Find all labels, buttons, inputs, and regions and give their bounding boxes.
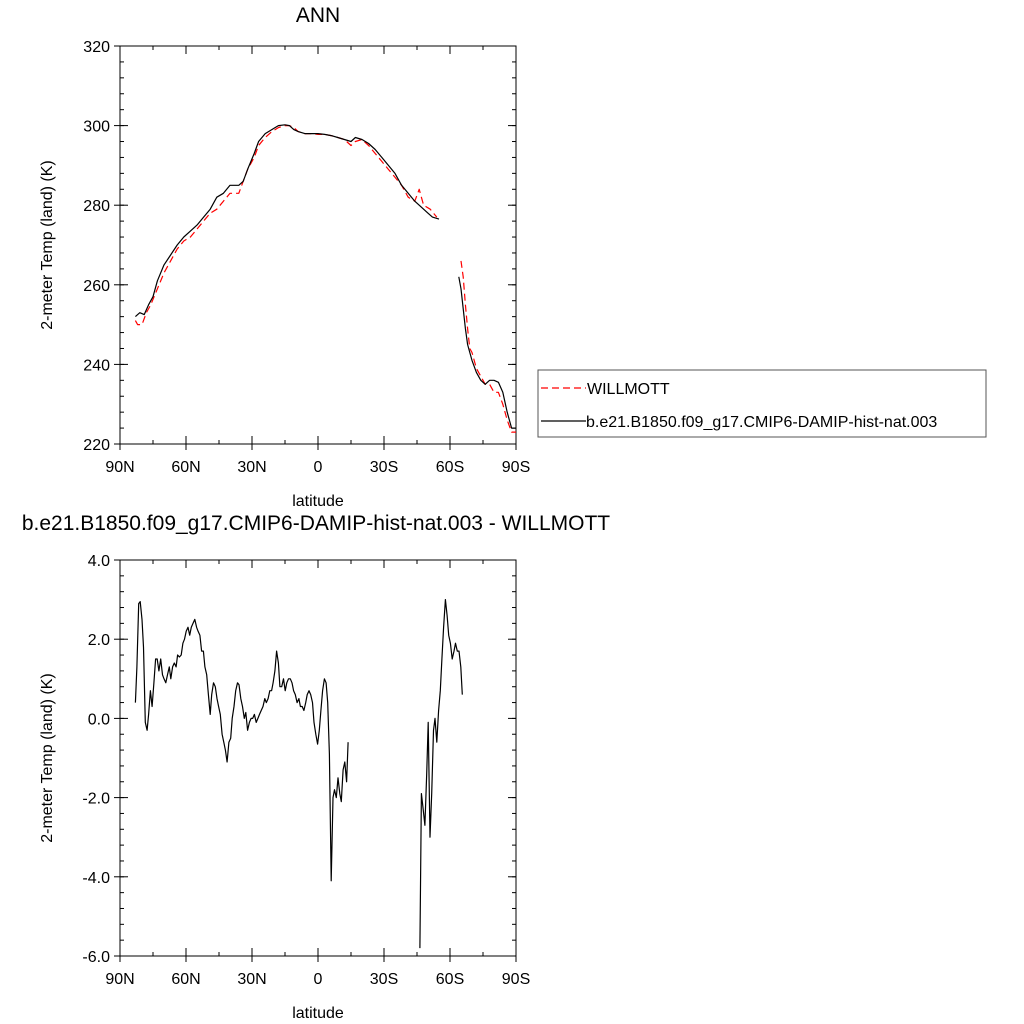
- y-tick-label: 280: [83, 198, 110, 215]
- y-tick-label: 300: [83, 119, 110, 136]
- y-tick-label: 320: [83, 39, 110, 56]
- x-tick-label: 0: [314, 971, 323, 988]
- y-tick-label: 2.0: [88, 632, 110, 649]
- x-axis-label: latitude: [292, 1005, 344, 1022]
- plot-frame: [119, 559, 517, 957]
- x-tick-label: 60S: [436, 971, 464, 988]
- y-tick-labels: -6.0 -4.0 -2.0 0.0 2.0 4.0: [82, 553, 110, 966]
- y-tick-label: 260: [83, 278, 110, 295]
- x-tick-label: 0: [314, 459, 323, 476]
- plot-frame: [119, 45, 517, 445]
- series-line-1: [135, 124, 440, 318]
- series-lines: [134, 598, 463, 949]
- axis-ticks: [114, 559, 517, 962]
- legend-entry-willmott: WILLMOTT: [587, 381, 670, 398]
- x-tick-label: 30N: [237, 971, 266, 988]
- legend: WILLMOTT b.e21.B1850.f09_g17.CMIP6-DAMIP…: [537, 369, 987, 438]
- y-tick-label: 220: [83, 437, 110, 454]
- x-tick-label: 60N: [171, 971, 200, 988]
- series-line-0: [134, 124, 438, 326]
- y-tick-labels: 220 240 260 280 300 320: [83, 39, 110, 454]
- x-tick-label: 90N: [105, 971, 134, 988]
- x-tick-label: 60N: [171, 459, 200, 476]
- x-tick-label: 30N: [237, 459, 266, 476]
- difference-panel: b.e21.B1850.f09_g17.CMIP6-DAMIP-hist-nat…: [22, 512, 610, 1022]
- y-axis-label: 2-meter Temp (land) (K): [39, 673, 56, 843]
- x-tick-label: 90N: [105, 459, 134, 476]
- y-axis-label: 2-meter Temp (land) (K): [39, 160, 56, 330]
- series-line-1: [458, 276, 516, 429]
- series-line-0: [134, 600, 349, 882]
- y-tick-label: -6.0: [82, 949, 110, 966]
- x-axis-label: latitude: [292, 493, 344, 510]
- x-tick-labels: 90N 60N 30N 0 30S 60S 90S: [105, 459, 530, 476]
- series-lines: [134, 124, 516, 433]
- x-tick-label: 30S: [370, 971, 398, 988]
- x-tick-label: 60S: [436, 459, 464, 476]
- x-tick-labels: 90N 60N 30N 0 30S 60S 90S: [105, 971, 530, 988]
- x-tick-label: 30S: [370, 459, 398, 476]
- temperature-panel: ANN 90N 60N 30N 0 30S 60S 90S 220 240 260 280 300 3…: [39, 4, 530, 510]
- chart-title: b.e21.B1850.f09_g17.CMIP6-DAMIP-hist-nat…: [22, 512, 610, 535]
- y-tick-label: 4.0: [88, 553, 110, 570]
- series-line-0: [419, 598, 463, 949]
- axis-ticks: [114, 45, 517, 450]
- x-tick-label: 90S: [502, 459, 530, 476]
- legend-box: [537, 369, 987, 438]
- series-line-0: [460, 260, 516, 433]
- chart-title: ANN: [296, 4, 340, 27]
- y-tick-label: 0.0: [88, 711, 110, 728]
- y-tick-label: 240: [83, 357, 110, 374]
- y-tick-label: -2.0: [82, 791, 110, 808]
- legend-entry-model: b.e21.B1850.f09_g17.CMIP6-DAMIP-hist-nat…: [586, 414, 937, 431]
- x-tick-label: 90S: [502, 971, 530, 988]
- y-tick-label: -4.0: [82, 870, 110, 887]
